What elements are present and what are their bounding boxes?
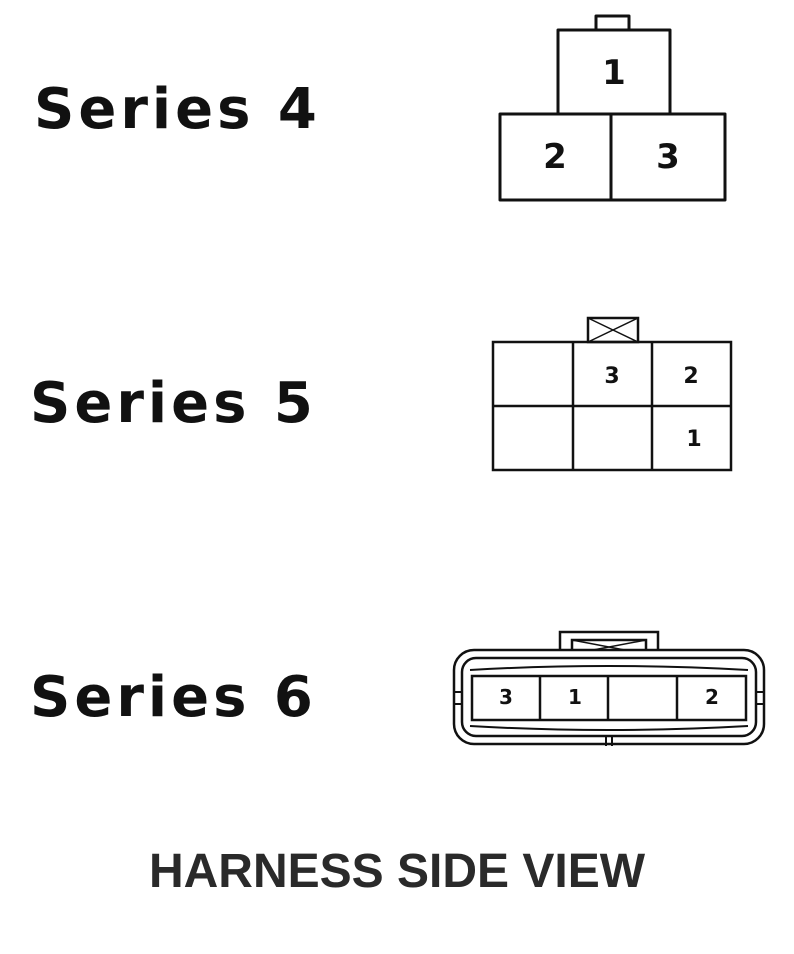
series-5-pin-3: 3 [604, 364, 619, 389]
series-4-pin-1: 1 [602, 53, 626, 93]
series-5-connector-diagram: 3 2 1 [488, 312, 736, 476]
series-5-pin-2: 2 [683, 364, 698, 389]
series-6-connector-diagram: 3 1 2 [448, 626, 770, 752]
series-6-pin-1: 1 [568, 685, 582, 709]
series-6-pin-3: 3 [499, 685, 513, 709]
series-5-latch [586, 316, 640, 344]
series-4-label: Series 4 [34, 77, 321, 142]
series-4-pin-3: 3 [656, 137, 680, 177]
series-4-pin-2: 2 [543, 137, 567, 177]
harness-side-view-caption: HARNESS SIDE VIEW [148, 845, 646, 898]
series-4-latch [594, 14, 631, 30]
series-5-label: Series 5 [30, 371, 317, 436]
series-6-label: Series 6 [30, 665, 317, 730]
series-6-pin-2: 2 [705, 685, 719, 709]
series-4-cavity-3 [609, 112, 727, 202]
series-5-pin-1: 1 [686, 427, 701, 452]
series-4-connector-diagram: 1 2 3 [494, 8, 730, 206]
